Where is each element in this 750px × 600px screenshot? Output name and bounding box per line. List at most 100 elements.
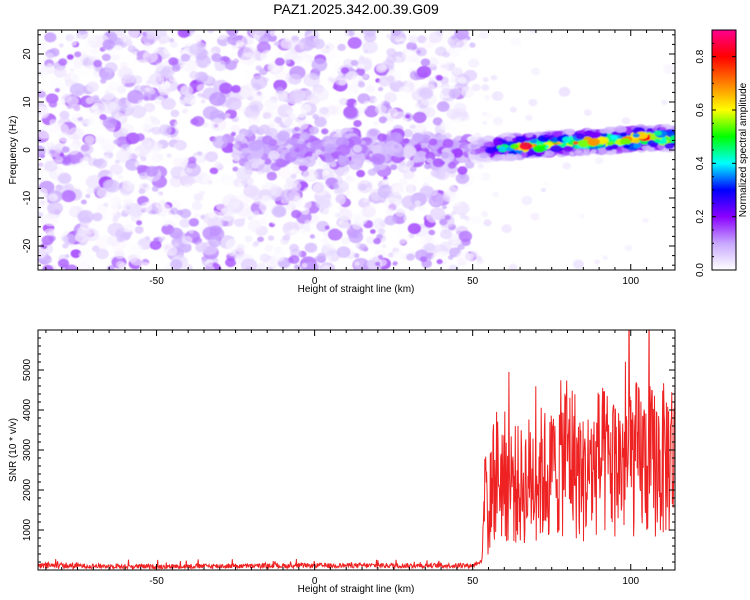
spectrogram-cell: [352, 221, 362, 230]
y-tick-label: 2000: [22, 478, 33, 501]
spectrogram-cell: [373, 237, 381, 245]
spectrogram-cell: [68, 104, 85, 119]
spectrogram-cell: [383, 196, 401, 211]
spectrogram-cell: [182, 64, 189, 70]
x-tick-label: 100: [622, 576, 639, 587]
spectrogram-cell: [386, 48, 397, 57]
spectrogram-cell: [378, 254, 383, 260]
spectrogram-cell: [569, 151, 575, 155]
spectrogram-cell: [337, 156, 350, 167]
spectrogram-cell: [308, 173, 316, 180]
spectrogram-cell: [102, 39, 115, 50]
spectrogram-cell: [223, 45, 231, 52]
spectrogram-cell: [116, 235, 125, 243]
spectrogram-cell: [477, 163, 484, 169]
spectrogram-cell: [370, 229, 376, 234]
spectrogram-cell: [65, 143, 80, 155]
spectrogram-cell: [253, 210, 260, 216]
spectrogram-cell: [391, 243, 404, 254]
spectrogram-cell: [112, 54, 120, 62]
spectrogram-cell: [127, 45, 137, 53]
spectrogram-cell: [192, 80, 197, 85]
spectrogram-cell: [206, 63, 216, 71]
spectrogram-cell: [455, 172, 470, 184]
spectrogram-cell: [611, 131, 617, 135]
spectrogram-cell: [250, 75, 268, 90]
spectrogram-cell: [189, 43, 203, 56]
spectrogram-cell: [241, 179, 248, 185]
spectrogram-cell: [121, 123, 134, 135]
spectrogram-cell: [436, 101, 450, 112]
spectrogram-cell: [136, 220, 143, 226]
x-tick-label: 50: [467, 576, 479, 587]
spectrogram-cell: [457, 166, 468, 175]
spectrogram-cell: [454, 30, 469, 40]
spectrogram-cell: [302, 56, 311, 64]
spectrogram-cell: [218, 179, 234, 192]
spectrogram-cell: [351, 152, 366, 165]
snr-y-label: SNR (10 * v/v): [8, 418, 19, 482]
spectrogram-cell: [212, 135, 228, 149]
spectrogram-cell: [274, 57, 285, 66]
spectrogram-cell: [475, 255, 482, 261]
spectrogram-cell: [213, 80, 220, 86]
spectrogram-cell: [345, 71, 360, 84]
spectrogram-cell: [91, 105, 98, 110]
spectrogram-cell: [102, 116, 117, 129]
spectrogram-cell: [408, 35, 419, 44]
spectrogram-cell: [227, 174, 237, 182]
spectrogram-cell: [273, 41, 280, 47]
spectrogram-cell: [444, 56, 454, 65]
spectrogram-cell: [247, 220, 262, 232]
spectrogram-cell: [38, 188, 48, 198]
spectrogram-cell: [262, 117, 272, 126]
spectrogram-cell: [202, 106, 219, 120]
spectrogram-cell: [79, 33, 97, 48]
spectrogram-cell: [520, 152, 528, 157]
spectrogram-cell: [131, 54, 138, 60]
spectrogram-cell: [188, 218, 199, 227]
spectrogram-cell: [607, 141, 615, 146]
y-tick-label: 20: [22, 48, 33, 60]
spectrogram-cell: [60, 86, 69, 93]
spectrogram-cell: [130, 105, 147, 119]
spectrogram-cell: [224, 113, 231, 118]
spectrogram-cell: [429, 79, 435, 84]
spectrogram-cell: [399, 238, 407, 245]
spectrogram-cell: [77, 210, 94, 224]
spectrogram-cell: [541, 187, 546, 193]
spectrogram-cell: [266, 171, 277, 181]
spectrogram-cell: [62, 156, 72, 164]
spectrogram-cell: [652, 127, 658, 131]
spectrogram-cell: [66, 95, 79, 107]
spectrogram-cell: [356, 169, 366, 178]
spectrogram-cell: [343, 105, 358, 119]
spectrogram-cell: [114, 112, 125, 121]
spectrogram-cell: [363, 100, 371, 107]
spectrogram-cell: [444, 176, 458, 188]
x-tick-label: 0: [312, 276, 318, 287]
spectrogram-cell: [434, 169, 446, 180]
spectrogram-cell: [530, 139, 538, 144]
spectrogram-cell: [241, 35, 254, 46]
spectrogram-cell: [192, 212, 201, 220]
spectrogram-cell: [414, 151, 428, 163]
snr-x-label: Height of straight line (km): [298, 584, 415, 595]
spectrogram-cell: [375, 63, 388, 73]
spectrogram-cell: [310, 140, 323, 151]
spectrogram-cell: [282, 234, 291, 241]
spectrogram-cell: [111, 44, 126, 56]
spectrogram-cell: [137, 99, 144, 105]
spectrogram-cell: [191, 116, 205, 127]
colorbar-tick-label: 0.8: [695, 49, 706, 63]
spectrogram-cell: [256, 263, 266, 270]
spectrogram-cell: [573, 259, 584, 269]
spectrogram-cell: [272, 206, 287, 218]
spectrogram-cell: [403, 166, 409, 172]
spectrogram-cell: [96, 234, 112, 248]
spectrogram-cell: [458, 77, 467, 85]
spectrogram-cell: [77, 207, 83, 212]
spectrogram-cell: [575, 133, 585, 140]
spectrogram-cell: [302, 229, 312, 237]
spectrogram-cell: [403, 129, 414, 138]
